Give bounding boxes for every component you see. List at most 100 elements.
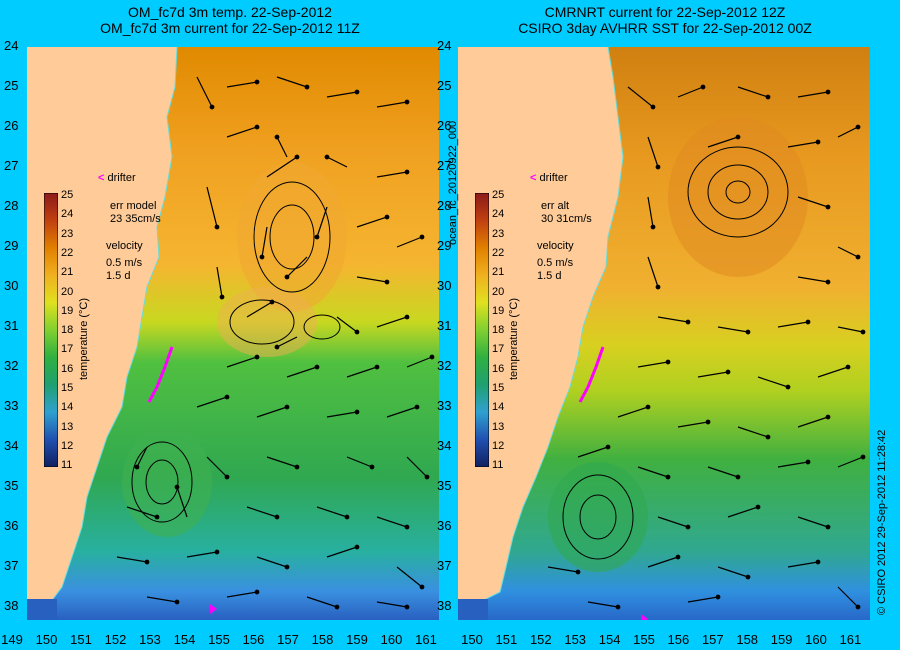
colorbar-tick: 16 [492,362,505,375]
colorbar-tick: 19 [61,304,74,317]
longitude-tick: 151 [70,632,92,647]
velocity-time: 1.5 d [537,270,562,282]
right-err-block: err alt 30 31cm/s [541,200,592,226]
coastal-shelf [27,599,57,620]
drifter-label: drifter [539,172,568,184]
coastline [477,47,624,604]
colorbar-tick: 11 [492,459,504,472]
drifter-marker [210,604,217,614]
colorbar-tick: 25 [61,189,74,201]
colorbar-tick: 14 [492,401,505,414]
longitude-tick: 156 [667,632,690,647]
colorbar-tick: 22 [492,246,505,259]
eddy-streamlines [131,181,341,523]
colorbar-tick: 17 [61,343,74,356]
longitude-tick: 158 [736,632,759,647]
latitude-tick: 33 [4,398,19,413]
longitude-tick: 155 [633,632,655,647]
colorbar-tick: 22 [61,246,74,259]
latitude-tick: 32 [4,358,19,373]
latitude-tick: 29 [4,238,19,253]
longitude-tick: 155 [208,632,230,647]
latitude-tick: 27 [4,158,19,173]
longitude-tick: 160 [805,632,827,647]
right-colorbar-title: temperature (°C) [508,297,520,380]
coastline [46,47,178,608]
land [27,47,177,612]
colorbar-tick: 20 [61,285,74,298]
left-velocity-block: velocity 0.5 m/s 1.5 d [106,240,143,283]
current-vectors [547,84,866,610]
velocity-scale: 0.5 m/s [106,257,143,269]
colorbar-tick: 15 [61,382,74,394]
colorbar-tick: 21 [61,266,74,279]
longitude-tick: 159 [346,632,368,647]
land [458,47,623,603]
longitude-tick: 150 [35,632,58,647]
left-colorbar-title: temperature (°C) [78,297,90,380]
drifter-marker [641,614,648,620]
eddy-warm [668,117,808,277]
longitude-tick: 156 [242,632,265,647]
latitude-tick: 28 [437,198,452,213]
credit-label: © CSIRO 2012 29-Sep-2012 11:28:42 [876,429,888,615]
eddy-streamlines [562,146,789,560]
drifter-label: drifter [107,172,136,184]
colorbar-tick: 21 [492,266,505,279]
right-title-line2: CSIRO 3day AVHRR SST for 22-Sep-2012 00Z [518,20,812,36]
latitude-tick: 31 [4,318,19,333]
latitude-tick: 32 [437,358,452,373]
latitude-tick: 26 [4,118,19,133]
left-panel-title: OM_fc7d 3m temp. 22-Sep-2012 OM_fc7d 3m … [20,4,440,36]
latitude-tick: 37 [4,558,19,573]
run-id-label: ocean_fc_20120922_000 [447,120,459,245]
latitude-tick: 36 [437,518,452,533]
eddy-warm [217,287,317,357]
longitude-tick: 152 [104,632,127,647]
longitude-tick: 157 [277,632,299,647]
drifter-icon: < [98,172,105,184]
latitude-tick: 30 [4,278,19,293]
colorbar-gradient [475,193,489,467]
longitude-tick: 161 [415,632,437,647]
colorbar-tick: 14 [61,401,74,414]
longitude-tick: 160 [380,632,403,647]
colorbar-tick: 16 [61,362,74,375]
latitude-tick: 36 [4,518,19,533]
drifter-track [578,346,605,403]
colorbar-tick: 24 [492,208,505,221]
colorbar-gradient [44,193,58,467]
right-velocity-block: velocity 0.5 m/s 1.5 d [537,240,574,283]
coastal-shelf [458,599,488,620]
colorbar-tick: 23 [492,227,505,240]
right-colorbar [475,193,489,467]
err-value: 23 35cm/s [110,213,161,225]
velocity-label: velocity [106,240,143,252]
latitude-tick: 34 [4,438,19,453]
latitude-tick: 35 [437,478,452,493]
latitude-tick: 28 [4,198,19,213]
latitude-tick: 25 [437,78,452,93]
right-drifter-legend: < drifter [530,172,568,184]
err-value: 30 31cm/s [541,213,592,225]
velocity-scale: 0.5 m/s [537,257,574,269]
colorbar-tick: 20 [492,285,505,298]
left-map [27,47,439,620]
right-title-line1: CMRNRT current for 22-Sep-2012 12Z [544,4,786,20]
longitude-tick: 158 [311,632,334,647]
left-err-block: err model 23 35cm/s [110,200,161,226]
longitude-tick: 153 [564,632,587,647]
longitude-tick: 150 [461,632,483,647]
colorbar-tick: 12 [61,439,74,452]
colorbar-tick: 13 [492,420,505,433]
right-map [458,47,870,620]
colorbar-tick: 11 [61,459,73,472]
err-label: err model [110,200,157,212]
colorbar-tick: 23 [61,227,74,240]
velocity-label: velocity [537,240,574,252]
latitude-tick: 26 [437,118,452,133]
longitude-tick: 152 [529,632,552,647]
colorbar-tick: 12 [492,439,505,452]
right-panel-title: CMRNRT current for 22-Sep-2012 12Z CSIRO… [455,4,875,36]
latitude-tick: 27 [437,158,452,173]
